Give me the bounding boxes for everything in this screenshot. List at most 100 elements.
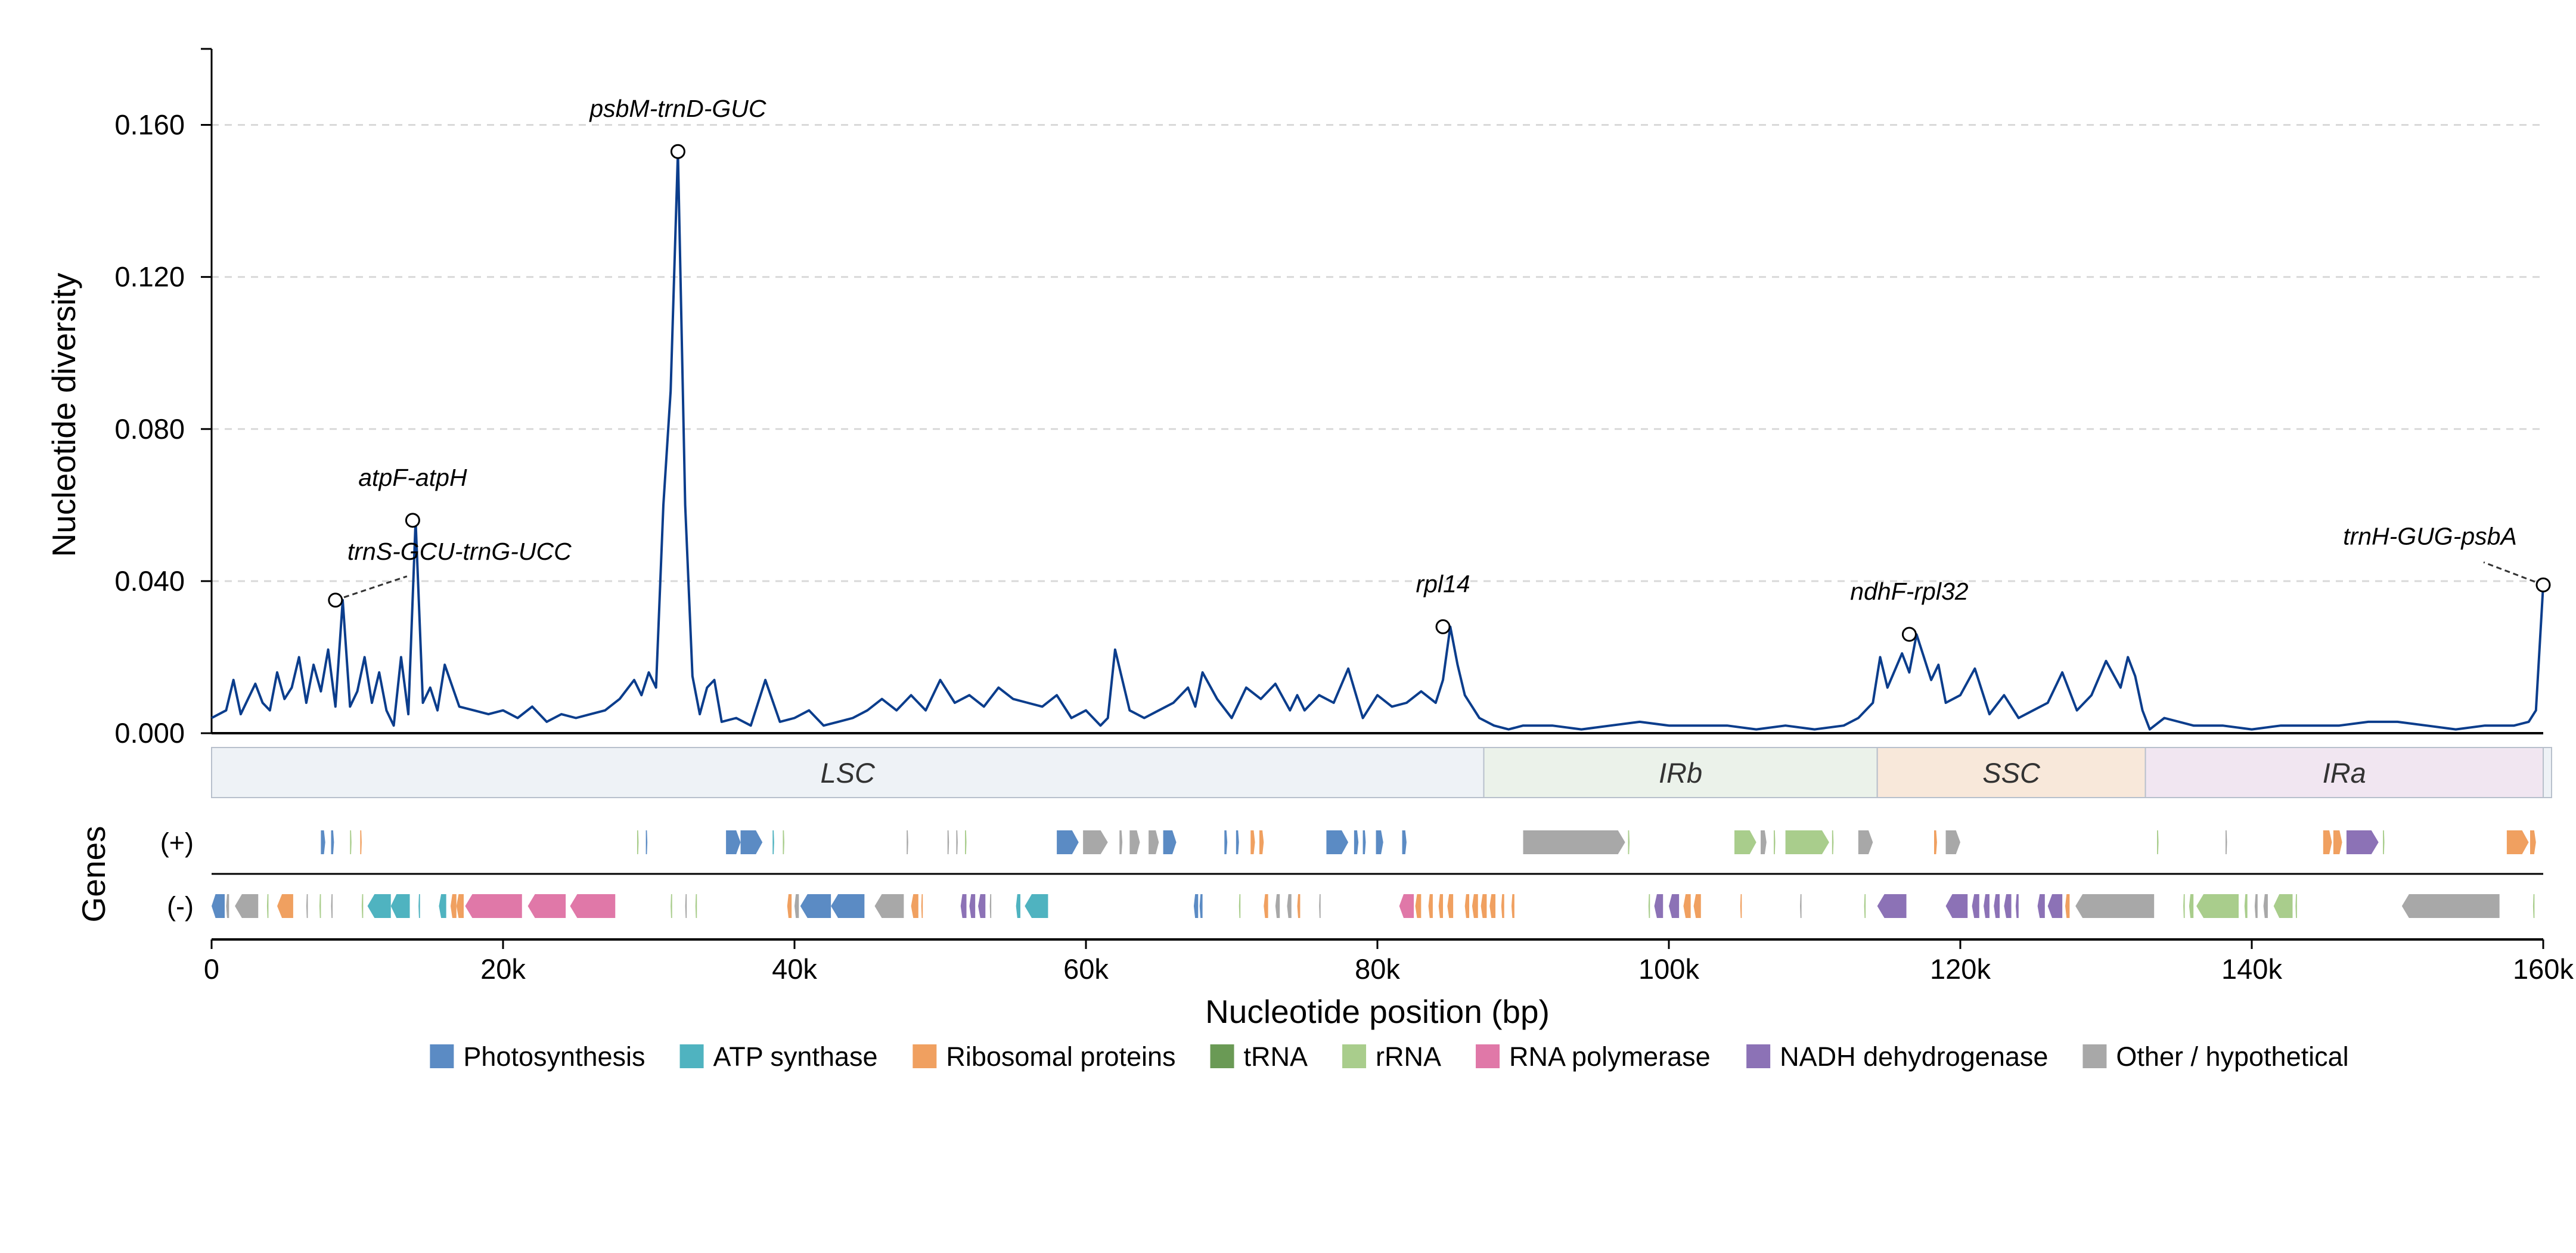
gene-block	[2225, 830, 2227, 854]
gene-block	[989, 894, 992, 918]
gene-block	[1693, 894, 1701, 918]
legend-swatch	[1476, 1044, 1500, 1068]
gene-block	[911, 894, 918, 918]
gene-block	[1464, 894, 1470, 918]
gene-block	[226, 894, 229, 918]
peak-label: trnH-GUG-psbA	[2343, 522, 2517, 550]
gene-block	[1297, 894, 1301, 918]
gene-block	[2273, 894, 2293, 918]
gene-block	[947, 830, 949, 854]
gene-block	[1994, 894, 2000, 918]
gene-block	[695, 894, 697, 918]
gene-block	[350, 830, 352, 854]
gene-block	[2333, 830, 2342, 854]
gene-block	[439, 894, 446, 918]
x-tick-label: 40k	[772, 953, 817, 985]
legend-swatch	[913, 1044, 937, 1068]
gene-block	[1025, 894, 1048, 918]
legend-label: RNA polymerase	[1509, 1041, 1711, 1072]
gene-block	[1199, 894, 1203, 918]
region-band	[1483, 747, 1878, 798]
legend-label: rRNA	[1376, 1041, 1441, 1072]
gene-block	[527, 894, 566, 918]
gene-block	[2346, 830, 2379, 854]
peak-label: ndhF-rpl32	[1850, 578, 1968, 605]
gene-block	[1275, 894, 1280, 918]
gene-block	[1972, 894, 1979, 918]
gene-block	[726, 830, 741, 854]
region-band	[211, 747, 1485, 798]
gene-block	[1264, 894, 1268, 918]
gene-block	[1428, 894, 1433, 918]
gene-block	[2506, 830, 2529, 854]
gene-block	[465, 894, 522, 918]
region-label: IRa	[2323, 757, 2366, 789]
genes-track-title: Genes	[75, 826, 112, 922]
gene-block	[2037, 894, 2045, 918]
gene-block	[367, 894, 391, 918]
peak-marker	[1901, 626, 1917, 642]
x-tick-label: 60k	[1063, 953, 1109, 985]
x-tick-label: 20k	[480, 953, 526, 985]
legend-label: Other / hypothetical	[2116, 1041, 2348, 1072]
legend-swatch	[1210, 1044, 1234, 1068]
y-tick-label: 0.000	[114, 717, 185, 749]
y-tick-label: 0.160	[114, 109, 185, 141]
gene-block	[319, 894, 321, 918]
gene-block	[1774, 830, 1776, 854]
gene-block	[1259, 830, 1264, 854]
gene-block	[2295, 894, 2297, 918]
gene-block	[1761, 830, 1767, 854]
gene-block	[361, 894, 364, 918]
gene-block	[1399, 894, 1414, 918]
gene-block	[1326, 830, 1349, 854]
legend-label: ATP synthase	[713, 1041, 878, 1072]
gene-block	[1945, 894, 1968, 918]
diversity-series	[211, 150, 2544, 731]
gene-block	[1501, 894, 1504, 918]
gene-block	[1734, 830, 1756, 854]
region-label: SSC	[1982, 757, 2041, 789]
diversity-line	[211, 150, 2544, 731]
gene-block	[331, 894, 333, 918]
gene-block	[1438, 894, 1444, 918]
gene-block	[965, 830, 967, 854]
legend-label: Ribosomal proteins	[946, 1041, 1175, 1072]
peak-label: rpl14	[1416, 570, 1470, 597]
gene-block	[1481, 894, 1487, 918]
legend-swatch	[2082, 1044, 2107, 1068]
gene-block	[1287, 894, 1292, 918]
gene-block	[1669, 894, 1680, 918]
gene-block	[1654, 894, 1663, 918]
gridlines	[212, 124, 2543, 582]
gene-block	[1648, 894, 1650, 918]
x-tick-label: 160k	[2513, 953, 2574, 985]
peak-annotations: psbM-trnD-GUC atpF-atpH trnS-GCU-trnG-UCC r…	[328, 95, 2551, 642]
legend-label: Photosynthesis	[463, 1041, 645, 1072]
gene-block	[235, 894, 259, 918]
gene-track: (+) (-) Genes	[75, 826, 2543, 923]
gene-block	[1319, 894, 1321, 918]
gene-block	[1984, 894, 1990, 918]
gene-block	[1250, 830, 1255, 854]
y-axis-title: Nucleotide diversity	[45, 272, 82, 557]
gene-block	[800, 894, 831, 918]
gene-block	[671, 894, 672, 918]
gene-block	[2189, 894, 2194, 918]
gene-block	[1858, 830, 1873, 854]
gene-block	[1945, 830, 1960, 854]
gene-block	[2263, 894, 2268, 918]
gene-block	[1236, 830, 1239, 854]
x-tick-label: 0	[204, 953, 219, 985]
legend-swatch	[679, 1044, 704, 1068]
region-label: LSC	[821, 757, 876, 789]
gene-block	[874, 894, 904, 918]
gene-block	[1119, 830, 1123, 854]
gene-block	[637, 830, 639, 854]
peak-marker	[328, 593, 343, 608]
gene-block	[212, 894, 225, 918]
gene-block	[1016, 894, 1020, 918]
gene-block	[1149, 830, 1159, 854]
x-tick-label: 120k	[1930, 953, 1991, 985]
